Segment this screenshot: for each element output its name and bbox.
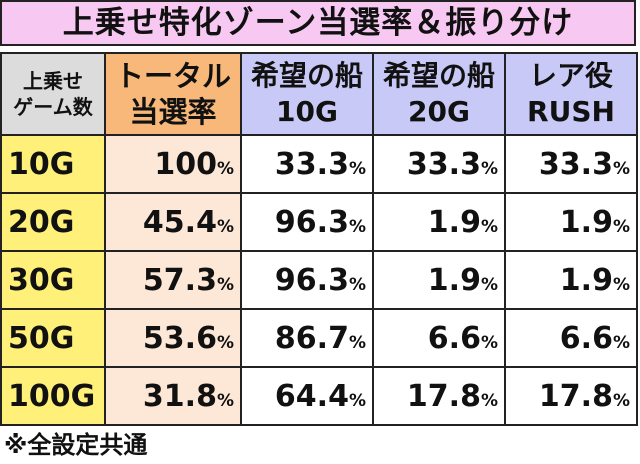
cell-value: 1.9 bbox=[427, 204, 481, 240]
cell-value: 17.8 bbox=[406, 378, 481, 414]
percent-sign: % bbox=[216, 332, 234, 353]
header-col2: 希望の船 20G bbox=[372, 52, 506, 136]
col1-cell: 96.3% bbox=[240, 192, 374, 252]
percent-sign: % bbox=[348, 332, 366, 353]
col3-cell: 6.6% bbox=[504, 308, 638, 368]
cell-value: 1.9 bbox=[559, 262, 613, 298]
header-col3-line2: RUSH bbox=[527, 95, 615, 128]
header-col1-line2: 10G bbox=[276, 95, 338, 128]
total-cell: 57.3% bbox=[104, 250, 242, 310]
cell-value: 17.8 bbox=[538, 378, 613, 414]
cell-value: 1.9 bbox=[559, 204, 613, 240]
header-total: トータル 当選率 bbox=[104, 52, 242, 136]
header-col3: レア役 RUSH bbox=[504, 52, 638, 136]
percent-sign: % bbox=[480, 274, 498, 295]
games-cell: 20G bbox=[0, 192, 106, 252]
percent-sign: % bbox=[216, 216, 234, 237]
header-col1: 希望の船 10G bbox=[240, 52, 374, 136]
col2-cell: 1.9% bbox=[372, 250, 506, 310]
col2-cell: 17.8% bbox=[372, 366, 506, 426]
header-games: 上乗せ ゲーム数 bbox=[0, 52, 106, 136]
table-row: 10G 100% 33.3% 33.3% 33.3% bbox=[0, 134, 638, 194]
footnote: ※全設定共通 bbox=[4, 431, 148, 459]
header-col2-line1: 希望の船 bbox=[382, 59, 495, 92]
percent-sign: % bbox=[348, 390, 366, 411]
rate-table: 上乗せ ゲーム数 トータル 当選率 希望の船 10G 希望の船 20G レア役 … bbox=[0, 52, 638, 426]
cell-value: 33.3 bbox=[538, 146, 613, 182]
cell-value: 1.9 bbox=[427, 262, 481, 298]
percent-sign: % bbox=[348, 158, 366, 179]
games-cell: 10G bbox=[0, 134, 106, 194]
col1-cell: 64.4% bbox=[240, 366, 374, 426]
col1-cell: 96.3% bbox=[240, 250, 374, 310]
cell-value: 96.3 bbox=[274, 262, 349, 298]
col2-cell: 33.3% bbox=[372, 134, 506, 194]
percent-sign: % bbox=[348, 216, 366, 237]
header-total-line2: 当選率 bbox=[129, 95, 217, 129]
cell-value: 96.3 bbox=[274, 204, 349, 240]
percent-sign: % bbox=[480, 332, 498, 353]
cell-value: 31.8 bbox=[142, 378, 217, 414]
col3-cell: 1.9% bbox=[504, 192, 638, 252]
table-row: 20G 45.4% 96.3% 1.9% 1.9% bbox=[0, 192, 638, 252]
percent-sign: % bbox=[612, 216, 630, 237]
cell-value: 64.4 bbox=[274, 378, 349, 414]
page-title: 上乗せ特化ゾーン当選率＆振り分け bbox=[0, 0, 636, 46]
percent-sign: % bbox=[216, 158, 234, 179]
percent-sign: % bbox=[480, 390, 498, 411]
header-total-line1: トータル bbox=[114, 59, 231, 93]
cell-value: 57.3 bbox=[142, 262, 217, 298]
col2-cell: 1.9% bbox=[372, 192, 506, 252]
col2-cell: 6.6% bbox=[372, 308, 506, 368]
header-games-line1: 上乗せ bbox=[23, 69, 83, 93]
total-cell: 31.8% bbox=[104, 366, 242, 426]
percent-sign: % bbox=[612, 390, 630, 411]
cell-value: 33.3 bbox=[406, 146, 481, 182]
col1-cell: 33.3% bbox=[240, 134, 374, 194]
total-cell: 45.4% bbox=[104, 192, 242, 252]
total-cell: 53.6% bbox=[104, 308, 242, 368]
header-col3-line1: レア役 bbox=[528, 59, 613, 92]
cell-value: 33.3 bbox=[274, 146, 349, 182]
games-cell: 50G bbox=[0, 308, 106, 368]
table-row: 50G 53.6% 86.7% 6.6% 6.6% bbox=[0, 308, 638, 368]
games-cell: 30G bbox=[0, 250, 106, 310]
header-games-line2: ゲーム数 bbox=[13, 95, 93, 119]
percent-sign: % bbox=[612, 158, 630, 179]
table-header-row: 上乗せ ゲーム数 トータル 当選率 希望の船 10G 希望の船 20G レア役 … bbox=[0, 52, 638, 136]
col3-cell: 1.9% bbox=[504, 250, 638, 310]
percent-sign: % bbox=[348, 274, 366, 295]
cell-value: 6.6 bbox=[427, 320, 481, 356]
cell-value: 100 bbox=[154, 146, 217, 182]
cell-value: 6.6 bbox=[559, 320, 613, 356]
cell-value: 86.7 bbox=[274, 320, 349, 356]
col1-cell: 86.7% bbox=[240, 308, 374, 368]
table-row: 100G 31.8% 64.4% 17.8% 17.8% bbox=[0, 366, 638, 426]
percent-sign: % bbox=[216, 390, 234, 411]
percent-sign: % bbox=[480, 158, 498, 179]
header-col1-line1: 希望の船 bbox=[250, 59, 363, 92]
header-col2-line2: 20G bbox=[408, 95, 470, 128]
cell-value: 53.6 bbox=[142, 320, 217, 356]
games-cell: 100G bbox=[0, 366, 106, 426]
col3-cell: 33.3% bbox=[504, 134, 638, 194]
percent-sign: % bbox=[480, 216, 498, 237]
cell-value: 45.4 bbox=[142, 204, 217, 240]
percent-sign: % bbox=[216, 274, 234, 295]
percent-sign: % bbox=[612, 332, 630, 353]
table-row: 30G 57.3% 96.3% 1.9% 1.9% bbox=[0, 250, 638, 310]
percent-sign: % bbox=[612, 274, 630, 295]
total-cell: 100% bbox=[104, 134, 242, 194]
col3-cell: 17.8% bbox=[504, 366, 638, 426]
